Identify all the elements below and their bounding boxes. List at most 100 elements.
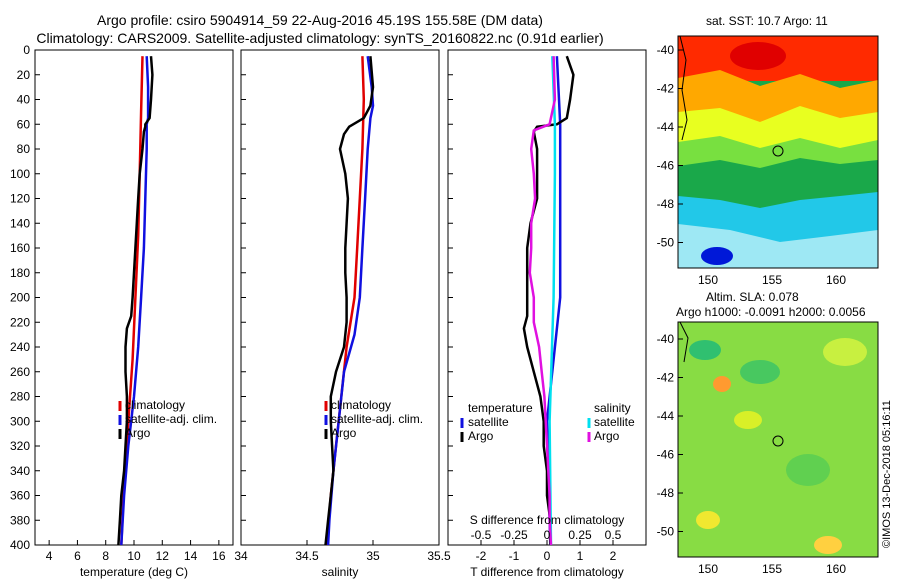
depth-tick-label: 360 bbox=[10, 489, 30, 503]
series-line-salinity-satellite bbox=[548, 56, 557, 546]
sst-lat-tick-label: -40 bbox=[657, 43, 675, 57]
depth-tick-label: 340 bbox=[10, 464, 30, 478]
sla-low-patch-3 bbox=[786, 454, 830, 486]
legend-label: satellite bbox=[594, 415, 635, 429]
depth-tick-label: 320 bbox=[10, 439, 30, 453]
series-line-argo bbox=[324, 56, 375, 546]
x-tick-label: -1 bbox=[509, 549, 520, 563]
x-tick-label: -2 bbox=[476, 549, 487, 563]
sst-lat-tick-label: -42 bbox=[657, 82, 675, 96]
sla-lat-tick-label: -46 bbox=[657, 448, 675, 462]
chart-title-line-2: Climatology: CARS2009. Satellite-adjuste… bbox=[36, 30, 604, 46]
sla-coastline bbox=[679, 321, 689, 363]
series-line-satellite-adj-clim- bbox=[326, 56, 375, 546]
legend-label: climatology bbox=[331, 398, 391, 412]
x-tick-label: 2 bbox=[610, 549, 617, 563]
series-line-salinity-argo bbox=[528, 56, 557, 546]
sla-map-title-line-1: Altim. SLA: 0.078 bbox=[706, 290, 799, 304]
sst-hot-patch bbox=[730, 42, 786, 70]
depth-tick-label: 0 bbox=[23, 43, 30, 57]
imos-credit: ©IMOS 13-Dec-2018 05:16:11 bbox=[881, 400, 893, 548]
depth-tick-label: 120 bbox=[10, 192, 30, 206]
legend-label: Argo bbox=[125, 426, 151, 440]
depth-tick-label: 140 bbox=[10, 216, 30, 230]
sst-lon-tick-label: 150 bbox=[698, 273, 718, 287]
x-tick-label: 14 bbox=[184, 549, 198, 563]
sst-lightgreen-band bbox=[678, 136, 878, 168]
sla-low-patch-1 bbox=[689, 340, 721, 360]
legend-label: salinity bbox=[594, 401, 631, 415]
x-tick-label: 0 bbox=[544, 549, 551, 563]
depth-tick-label: 80 bbox=[17, 142, 31, 156]
x-tick-label: 8 bbox=[102, 549, 109, 563]
sla-map-title-line-2: Argo h1000: -0.0091 h2000: 0.0056 bbox=[676, 305, 866, 319]
x-tick-label: 34.5 bbox=[295, 549, 319, 563]
sla-lat-tick-label: -44 bbox=[657, 409, 675, 423]
sla-high-patch-2 bbox=[713, 376, 731, 392]
sla-lon-tick-label: 150 bbox=[698, 562, 718, 576]
x-tick-label: 35.5 bbox=[427, 549, 451, 563]
x-axis-title: T difference from climatology bbox=[470, 565, 624, 579]
sst-lat-tick-label: -46 bbox=[657, 159, 675, 173]
sla-high-patch-4 bbox=[696, 511, 720, 529]
x-tick-label: 34 bbox=[234, 549, 248, 563]
sla-lat-tick-label: -48 bbox=[657, 486, 675, 500]
sst-lon-tick-label: 155 bbox=[762, 273, 782, 287]
depth-tick-label: 200 bbox=[10, 291, 30, 305]
sst-map bbox=[677, 35, 879, 269]
sla-low-patch-2 bbox=[740, 360, 780, 384]
x-axis-title: temperature (deg C) bbox=[80, 565, 188, 579]
s-axis-tick-label: 0.5 bbox=[605, 528, 622, 542]
s-axis-tick-label: 0 bbox=[544, 528, 551, 542]
depth-tick-label: 160 bbox=[10, 241, 30, 255]
depth-tick-label: 20 bbox=[17, 68, 31, 82]
x-tick-label: 1 bbox=[577, 549, 584, 563]
sst-orange-band bbox=[678, 70, 878, 124]
sla-map bbox=[677, 321, 879, 558]
depth-tick-label: 400 bbox=[10, 538, 30, 552]
depth-tick-label: 180 bbox=[10, 266, 30, 280]
x-tick-label: 16 bbox=[212, 549, 226, 563]
sst-cold-patch bbox=[701, 247, 733, 265]
s-axis-tick-label: 0.25 bbox=[568, 528, 592, 542]
sla-argo-location-marker bbox=[772, 435, 784, 447]
x-tick-label: 35 bbox=[366, 549, 380, 563]
depth-tick-label: 260 bbox=[10, 365, 30, 379]
sst-lat-tick-label: -50 bbox=[657, 236, 675, 250]
x-tick-label: 10 bbox=[127, 549, 141, 563]
depth-tick-label: 40 bbox=[17, 93, 31, 107]
x-axis-title: salinity bbox=[322, 565, 359, 579]
sla-lat-tick-label: -50 bbox=[657, 525, 675, 539]
sla-high-patch-1 bbox=[823, 338, 867, 366]
series-line-argo bbox=[117, 56, 154, 546]
sst-map-frame bbox=[677, 35, 879, 269]
x-tick-label: 4 bbox=[46, 549, 53, 563]
sla-high-patch-5 bbox=[814, 536, 842, 554]
s-axis-tick-label: -0.5 bbox=[471, 528, 492, 542]
sla-map-frame bbox=[677, 321, 879, 558]
sst-lat-tick-label: -48 bbox=[657, 197, 675, 211]
sla-lat-tick-label: -40 bbox=[657, 332, 675, 346]
sla-lon-tick-label: 160 bbox=[826, 562, 846, 576]
x-tick-label: 6 bbox=[74, 549, 81, 563]
legend-label: satellite-adj. clim. bbox=[331, 412, 423, 426]
sst-lat-tick-label: -44 bbox=[657, 120, 675, 134]
s-axis-title: S difference from climatology bbox=[470, 513, 625, 527]
salinity-panel-frame bbox=[240, 49, 440, 546]
legend-label: temperature bbox=[468, 401, 533, 415]
chart-title-line-1: Argo profile: csiro 5904914_59 22-Aug-20… bbox=[97, 12, 543, 28]
legend-label: climatology bbox=[125, 398, 185, 412]
depth-tick-label: 240 bbox=[10, 340, 30, 354]
depth-tick-label: 100 bbox=[10, 167, 30, 181]
legend-label: Argo bbox=[468, 429, 494, 443]
sla-high-patch-3 bbox=[734, 411, 762, 429]
sst-coastline bbox=[679, 35, 688, 141]
legend-label: Argo bbox=[331, 426, 357, 440]
legend-label: Argo bbox=[594, 429, 620, 443]
sst-map-title: sat. SST: 10.7 Argo: 11 bbox=[706, 14, 828, 28]
temperature-panel-frame bbox=[34, 49, 234, 546]
sst-argo-location-marker bbox=[772, 145, 784, 157]
depth-tick-label: 280 bbox=[10, 390, 30, 404]
depth-tick-label: 60 bbox=[17, 117, 31, 131]
